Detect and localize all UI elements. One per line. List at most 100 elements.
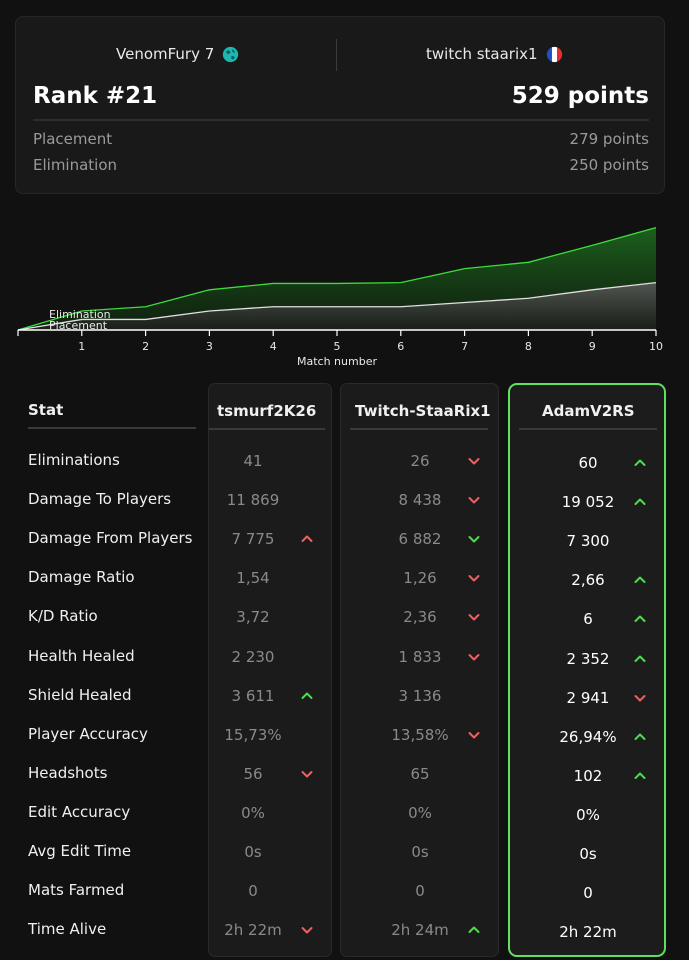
stat-header-underline	[28, 427, 196, 429]
stat-label: Damage From Players	[28, 529, 193, 548]
stat-value: 2 941	[566, 688, 610, 707]
x-tick-label: 9	[589, 340, 596, 353]
x-tick-label: 5	[334, 340, 341, 353]
stat-value: 6	[583, 610, 593, 629]
x-tick-label: 8	[525, 340, 532, 353]
stat-value: 1,26	[403, 569, 437, 588]
total-points: 529 points	[511, 83, 649, 109]
stat-value: 0s	[411, 843, 429, 861]
x-tick-label: 4	[270, 340, 277, 353]
stat-value: 3 136	[398, 686, 442, 705]
x-tick-label: 2	[142, 340, 149, 353]
stat-value: 60	[578, 454, 598, 472]
stat-value: 102	[573, 766, 603, 785]
arrow-down-icon	[468, 536, 480, 543]
x-tick-label: 3	[206, 340, 213, 353]
stat-label: Damage Ratio	[28, 568, 135, 587]
stat-value: 41	[243, 452, 263, 470]
stat-value: 2 352	[566, 649, 610, 668]
stat-value: 2h 22m	[224, 921, 282, 940]
stat-value: 26,94%	[559, 727, 617, 746]
stat-label: Edit Accuracy	[28, 802, 131, 821]
player-column-twitch-staarix1[interactable]: Twitch-StaaRix1 26 8 438 6 882 1,26 2,36 1 83…	[340, 383, 499, 957]
stat-value: 2h 22m	[559, 923, 617, 942]
series-label-placement: Placement	[49, 319, 108, 332]
stat-value: 0	[248, 882, 258, 901]
column-header: tsmurf2K26	[217, 402, 317, 420]
series-label-elimination: Elimination	[49, 308, 111, 321]
player-column-adamv2rs[interactable]: AdamV2RS 60 19 052 7 300 2,66 6 2 352 2 941 26,…	[508, 383, 666, 957]
stat-label: Mats Farmed	[28, 881, 125, 900]
arrow-up-icon	[301, 535, 313, 543]
arrow-down-icon	[301, 770, 313, 778]
series-line-placement	[17, 281, 657, 331]
stat-value: 0%	[408, 803, 432, 822]
player-column-tsmurf2K26[interactable]: tsmurf2K26 41 11 869 7 775 1,54 3,72 2 230 3 6…	[208, 383, 332, 957]
stat-label-column: Stat Eliminations Damage To Players Damage…	[16, 383, 208, 957]
elimination-row: Elimination 250 points	[33, 156, 649, 174]
elimination-value: 250 points	[569, 156, 649, 174]
player-2[interactable]: twitch staarix1	[426, 45, 563, 63]
placement-row: Placement 279 points	[33, 130, 649, 148]
arrow-down-icon	[468, 614, 480, 621]
arrow-down-icon	[634, 694, 646, 702]
stat-value: 26	[410, 452, 430, 470]
arrow-up-icon	[301, 692, 313, 699]
player-1[interactable]: VenomFury 7	[116, 45, 239, 63]
france-flag-icon	[546, 46, 562, 62]
x-tick-label: 1	[78, 340, 85, 353]
players-row: VenomFury 7 twitch staarix1	[16, 17, 664, 89]
arrow-up-icon	[634, 655, 646, 662]
stat-value: 19 052	[561, 493, 615, 512]
stat-label: Time Alive	[28, 920, 107, 939]
stat-value: 65	[410, 764, 430, 783]
match-summary-card: VenomFury 7 twitch staarix1 Rank #21 529…	[15, 16, 665, 194]
column-header-underline	[519, 428, 657, 430]
arrow-up-icon	[634, 615, 646, 623]
stat-value: 2,36	[403, 608, 437, 627]
x-tick-label: 10	[649, 340, 663, 353]
arrow-up-icon	[634, 459, 646, 466]
stat-label: Player Accuracy	[28, 724, 148, 743]
arrow-down-icon	[301, 927, 313, 934]
stat-value: 3 611	[231, 686, 275, 705]
arrow-up-icon	[468, 926, 480, 934]
player-divider	[336, 39, 337, 71]
x-tick-label: 7	[461, 340, 468, 353]
rank-label: Rank #21	[33, 83, 158, 109]
stat-value: 2 230	[231, 647, 275, 666]
elimination-label: Elimination	[33, 156, 118, 174]
stat-value: 0	[415, 882, 425, 901]
stat-label: Avg Edit Time	[28, 842, 132, 860]
player-2-name: twitch staarix1	[426, 45, 538, 63]
stat-value: 11 869	[226, 491, 280, 510]
stat-value: 56	[243, 764, 263, 783]
arrow-down-icon	[468, 575, 480, 582]
column-header-underline	[350, 428, 488, 430]
column-header: Twitch-StaaRix1	[355, 402, 491, 420]
stat-label: Headshots	[28, 763, 108, 782]
stat-value: 0s	[244, 843, 262, 861]
stat-value: 8 438	[398, 491, 442, 510]
series-area-placement	[18, 282, 656, 330]
stat-header: Stat	[28, 401, 64, 419]
stat-value: 2h 24m	[391, 921, 449, 940]
arrow-down-icon	[468, 653, 480, 660]
stat-label: Health Healed	[28, 646, 135, 665]
arrow-up-icon	[634, 498, 646, 506]
placement-value: 279 points	[569, 130, 649, 148]
arrow-down-icon	[468, 731, 480, 739]
stat-value: 7 300	[566, 532, 610, 551]
column-header-underline	[209, 428, 325, 430]
x-tick-label: 6	[397, 340, 404, 353]
globe-icon	[223, 46, 239, 62]
stat-value: 6 882	[398, 530, 442, 549]
arrow-up-icon	[634, 733, 646, 740]
stat-value: 0	[583, 884, 593, 903]
placement-label: Placement	[33, 130, 113, 148]
player-1-name: VenomFury 7	[116, 45, 215, 63]
arrow-down-icon	[468, 497, 480, 504]
column-header: AdamV2RS	[542, 402, 635, 420]
stat-value: 3,72	[236, 608, 270, 627]
